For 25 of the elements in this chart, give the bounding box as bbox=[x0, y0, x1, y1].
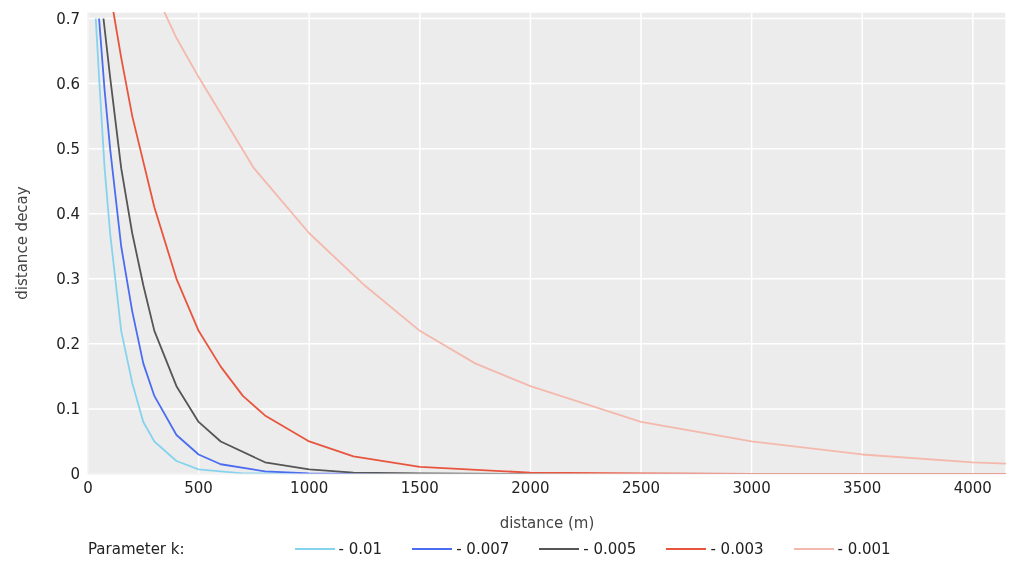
y-tick-label: 0.4 bbox=[56, 205, 80, 224]
legend-title: Parameter k: bbox=[88, 540, 185, 558]
legend-label: - 0.005 bbox=[583, 540, 637, 558]
y-tick-label: 0.1 bbox=[56, 400, 80, 419]
x-tick-label: 2500 bbox=[621, 478, 661, 497]
x-tick-label: 4000 bbox=[953, 478, 992, 497]
x-tick-label: 3500 bbox=[843, 478, 882, 497]
x-tick-label: 1500 bbox=[400, 478, 439, 497]
x-tick-label: 2000 bbox=[511, 478, 550, 497]
y-tick-label: 0 bbox=[70, 465, 80, 484]
y-tick-label: 0.7 bbox=[56, 9, 80, 28]
x-tick-label: 500 bbox=[184, 478, 213, 497]
y-tick-label: 0.2 bbox=[56, 335, 80, 354]
y-tick-label: 0.5 bbox=[56, 139, 80, 158]
x-tick-label: 0 bbox=[83, 478, 93, 497]
legend-label: - 0.003 bbox=[710, 540, 764, 558]
legend-label: - 0.01 bbox=[338, 540, 383, 558]
legend-label: - 0.001 bbox=[837, 540, 891, 558]
x-axis-title: distance (m) bbox=[499, 514, 595, 532]
y-tick-label: 0.3 bbox=[56, 270, 80, 289]
y-tick-label: 0.6 bbox=[56, 74, 80, 93]
legend-label: - 0.007 bbox=[456, 540, 510, 558]
y-axis-title: distance decay bbox=[13, 186, 32, 300]
x-tick-label: 1000 bbox=[290, 478, 329, 497]
x-tick-label: 3000 bbox=[732, 478, 771, 497]
